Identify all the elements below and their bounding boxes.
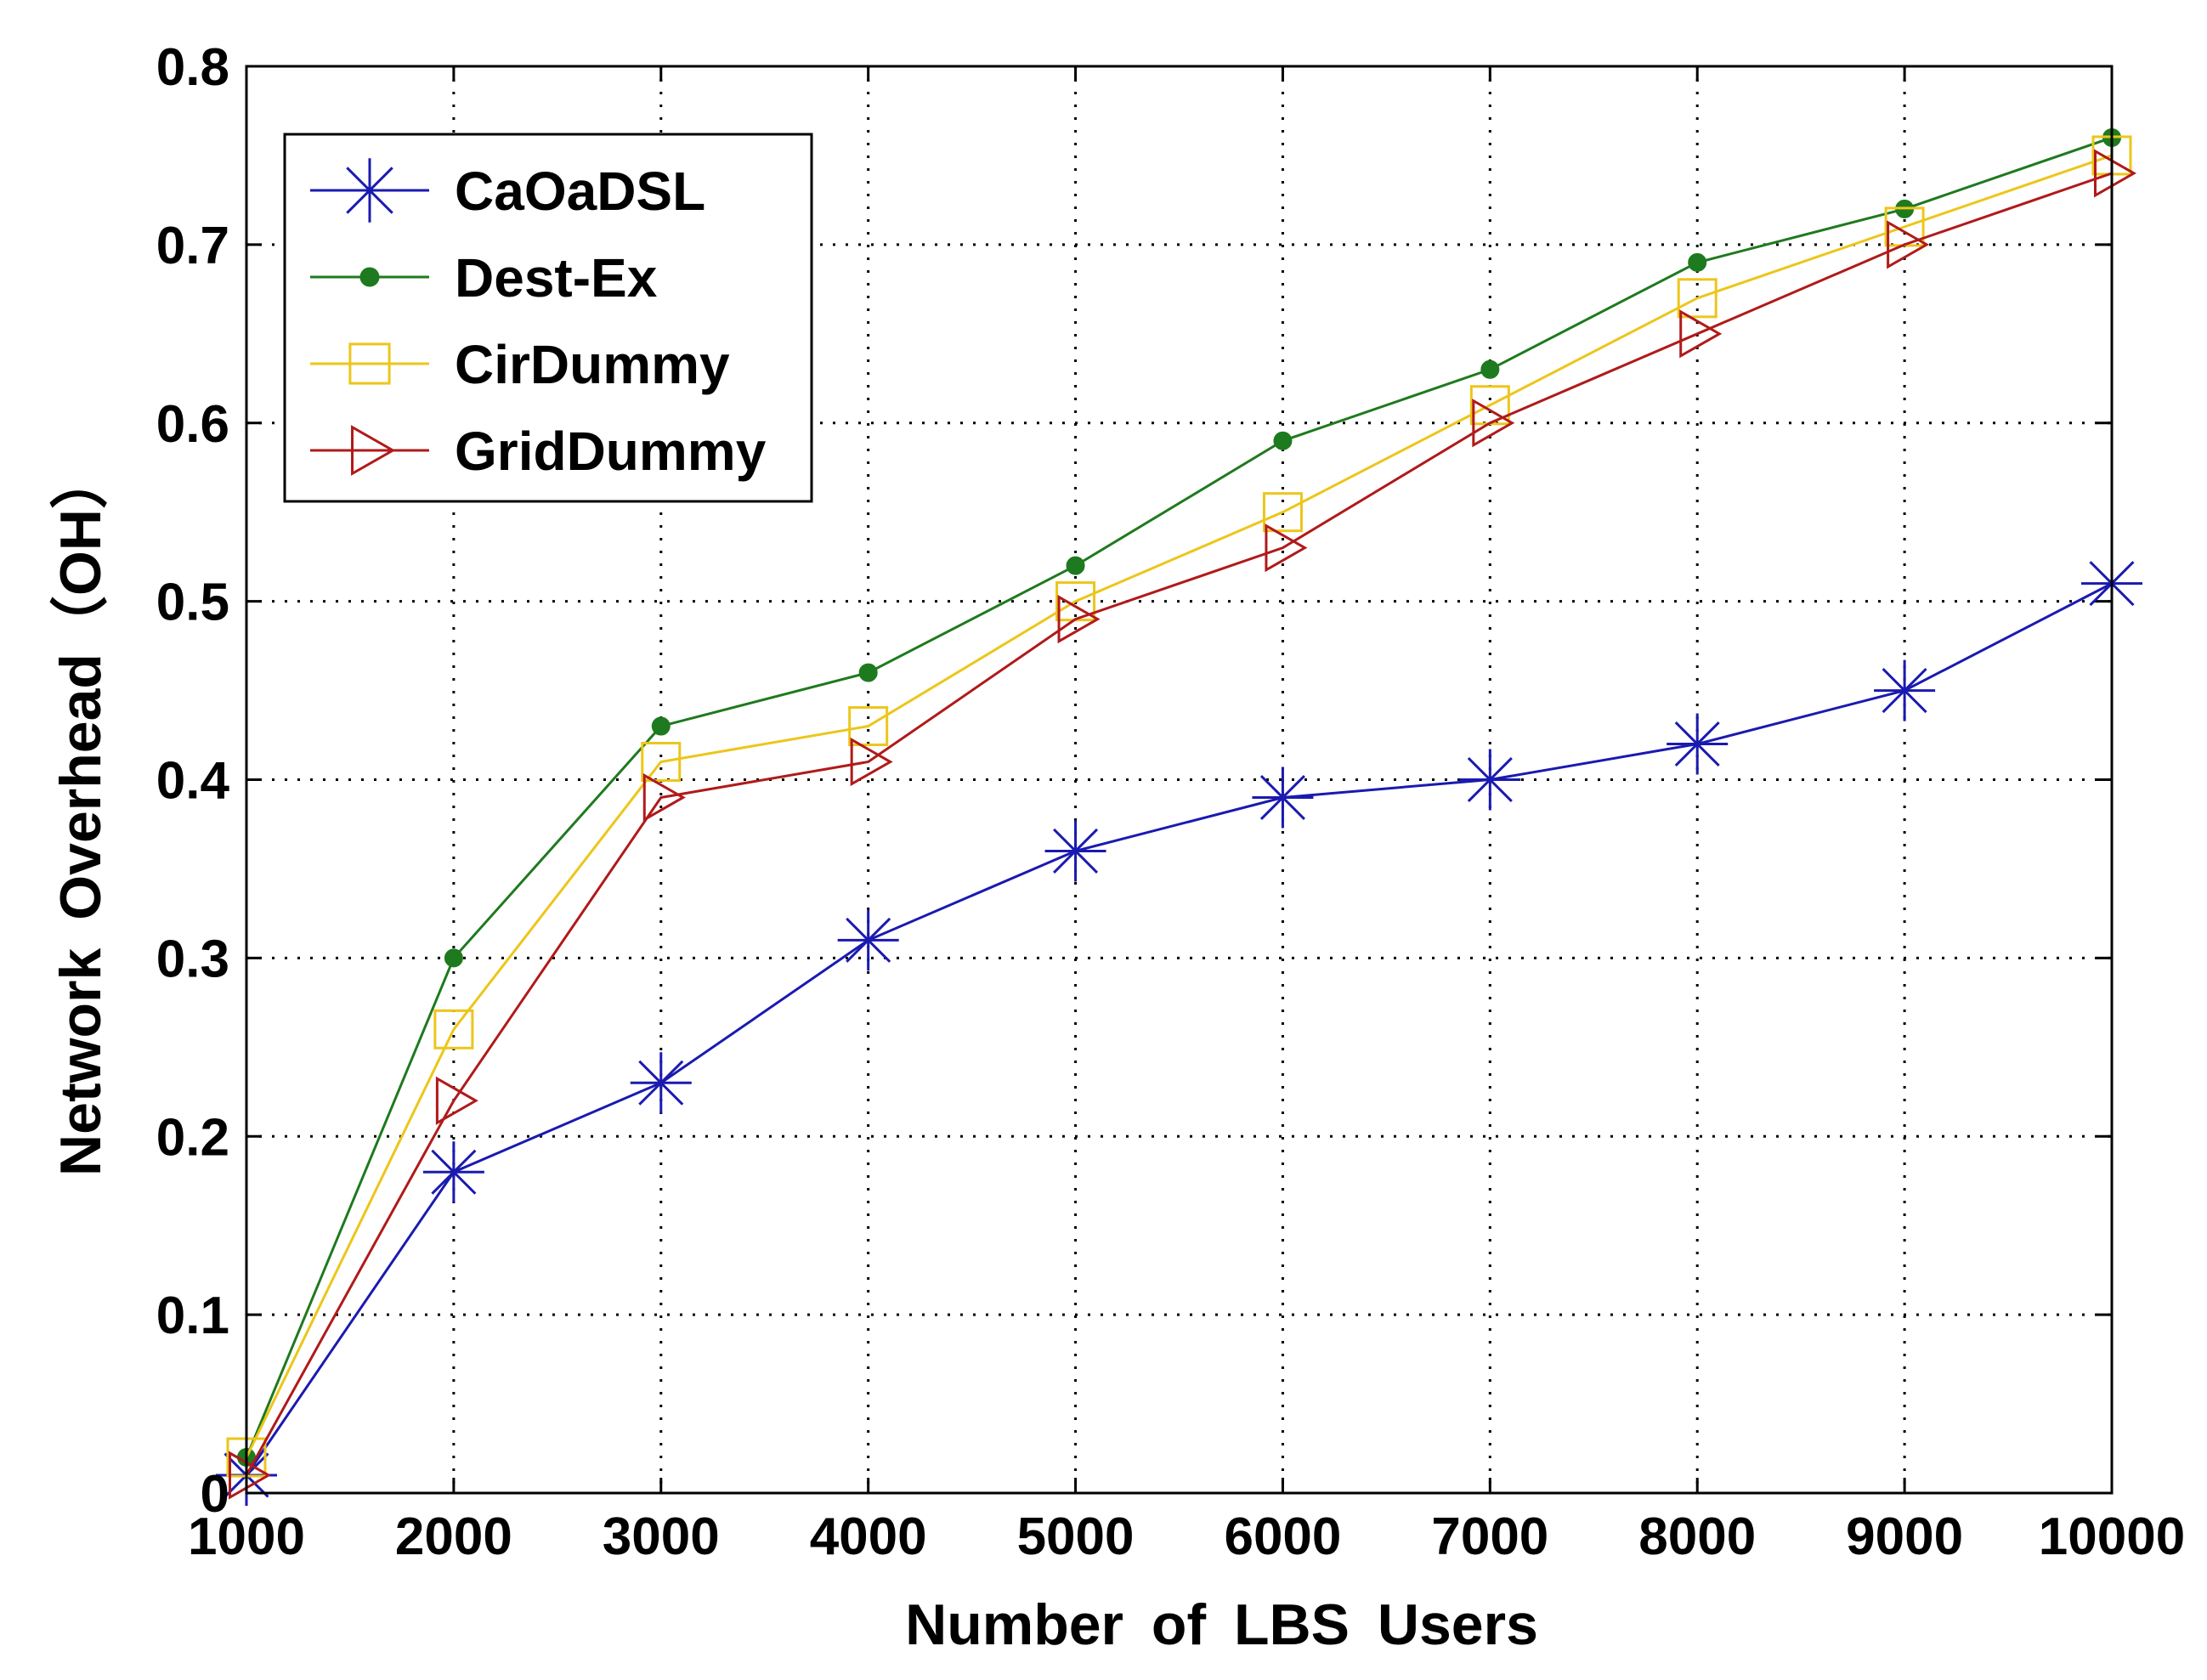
y-tick-label: 0.3 xyxy=(156,930,229,988)
legend-marker xyxy=(359,267,380,287)
legend-marker xyxy=(351,425,396,476)
series-CaOaDSL xyxy=(216,552,2142,1507)
series-line xyxy=(245,172,2113,1476)
data-point xyxy=(641,742,682,783)
x-axis-label: Number of LBS Users xyxy=(905,1592,1538,1657)
grid-lines xyxy=(246,66,2112,1493)
y-tick-label: 0.4 xyxy=(156,752,230,811)
x-tick-label: 2000 xyxy=(395,1507,512,1566)
data-point xyxy=(642,772,686,823)
data-point xyxy=(1677,278,1717,319)
series-line xyxy=(245,136,2113,1458)
data-point xyxy=(1667,713,1729,775)
data-point-stroke xyxy=(1882,668,1927,714)
data-point-stroke xyxy=(431,1149,477,1195)
data-point xyxy=(651,716,671,736)
x-tick-label: 10000 xyxy=(2039,1507,2185,1566)
legend-marker xyxy=(348,342,391,385)
data-point xyxy=(2094,149,2137,198)
legend-label: CaOaDSL xyxy=(455,161,705,222)
data-point xyxy=(1887,220,1930,269)
data-point-stroke xyxy=(638,1060,684,1106)
data-point xyxy=(1273,431,1293,450)
y-tick-label: 0.8 xyxy=(156,38,229,97)
data-point xyxy=(1874,659,1936,721)
data-point xyxy=(1480,359,1500,379)
y-tick-label: 0.6 xyxy=(156,395,229,454)
data-point xyxy=(837,909,899,971)
data-point-stroke xyxy=(1053,828,1099,874)
series-GridDummy xyxy=(229,149,2137,1500)
y-tick-label: 0 xyxy=(201,1465,229,1524)
data-point xyxy=(435,1076,478,1125)
series-line xyxy=(245,154,2113,1458)
data-point xyxy=(433,1009,474,1049)
data-point xyxy=(1066,556,1085,575)
data-point xyxy=(850,737,893,787)
data-point xyxy=(1472,399,1515,448)
data-point-stroke xyxy=(1467,756,1513,803)
x-tick-label: 6000 xyxy=(1224,1507,1341,1566)
legend-label: Dest-Ex xyxy=(455,247,658,308)
data-point xyxy=(1252,766,1314,829)
data-point xyxy=(1459,749,1521,811)
data-point xyxy=(1265,523,1308,573)
x-tick-label: 8000 xyxy=(1638,1507,1756,1566)
data-point xyxy=(422,1141,484,1203)
legend-marker-stroke xyxy=(346,167,393,214)
y-axis-label: Network Overhead（OH） xyxy=(48,451,113,1176)
data-point xyxy=(1679,309,1723,359)
x-tick-label: 3000 xyxy=(603,1507,720,1566)
y-tick-label: 0.5 xyxy=(156,574,229,632)
y-tick-label: 0.2 xyxy=(156,1108,229,1167)
data-point xyxy=(1688,252,1707,272)
data-point xyxy=(1262,492,1303,533)
legend-label: CirDummy xyxy=(455,334,730,395)
x-tick-label: 7000 xyxy=(1431,1507,1548,1566)
tick-labels: 1000 2000 3000 4000 5000 6000 7000 8000 9000 1000… xyxy=(156,38,2185,1566)
data-point xyxy=(858,663,878,682)
y-tick-label: 0.1 xyxy=(156,1287,229,1345)
data-point-stroke xyxy=(1674,721,1720,767)
data-point xyxy=(1057,595,1101,644)
x-tick-label: 1000 xyxy=(188,1507,305,1566)
data-point xyxy=(1044,820,1106,882)
legend-marker xyxy=(337,158,402,223)
x-tick-label: 9000 xyxy=(1846,1507,1963,1566)
x-tick-label: 4000 xyxy=(810,1507,927,1566)
data-point-stroke xyxy=(846,917,891,963)
data-point xyxy=(848,706,889,747)
legend-label: GridDummy xyxy=(455,421,767,482)
series-line xyxy=(245,582,2113,1476)
data-point xyxy=(229,1451,272,1500)
x-tick-label: 5000 xyxy=(1017,1507,1135,1566)
data-point xyxy=(630,1052,692,1114)
legend: CaOaDSL Dest-Ex CirDummy GridDummy xyxy=(283,133,813,503)
axis-ticks xyxy=(245,65,2114,1495)
data-point-stroke xyxy=(1259,774,1305,821)
data-point xyxy=(444,948,463,968)
y-tick-label: 0.7 xyxy=(156,217,229,275)
